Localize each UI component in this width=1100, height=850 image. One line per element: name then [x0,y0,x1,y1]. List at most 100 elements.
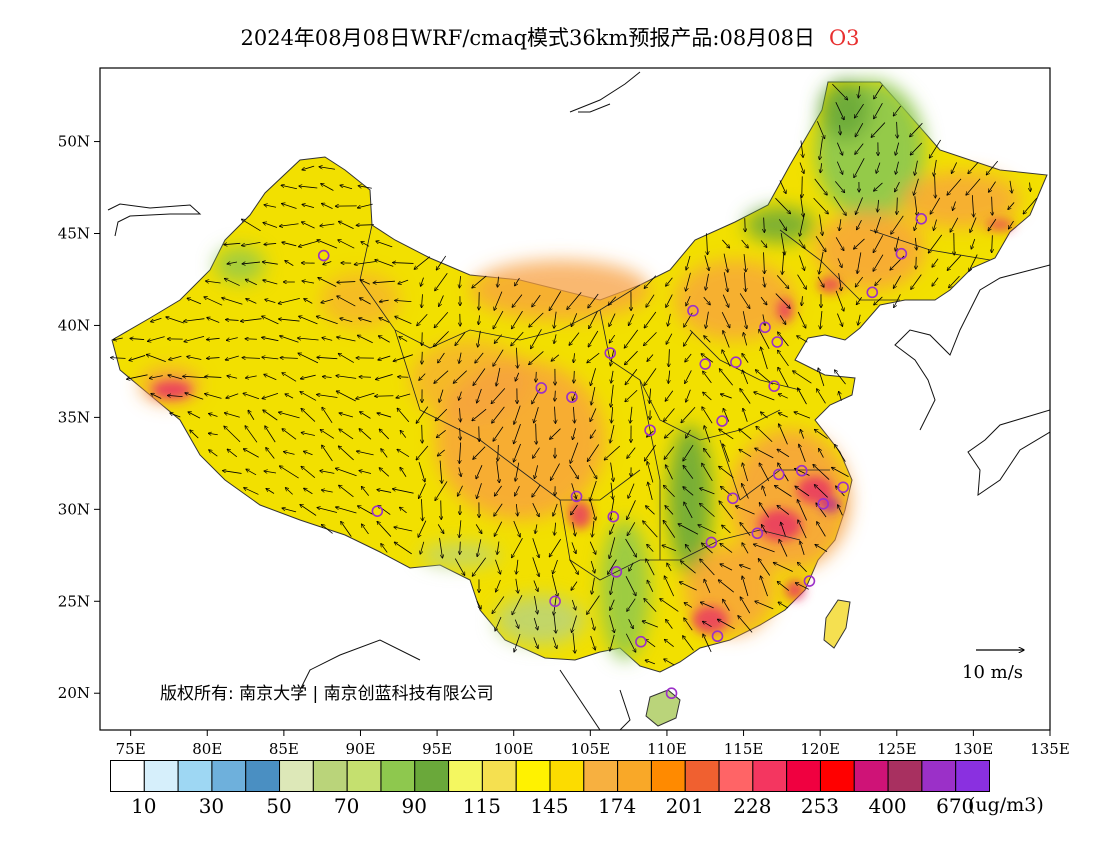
wind-vector [399,507,407,514]
wind-vector [704,426,711,443]
wind-vector [817,276,824,288]
wind-vector [297,338,319,341]
wind-vector [755,601,774,610]
wind-vector [611,384,614,407]
wind-vector [588,330,599,347]
wind-vector [854,238,865,249]
wind-vector [873,254,884,272]
wind-vector [592,577,595,595]
wind-vector [897,197,898,215]
wind-vector [630,406,632,423]
wind-vector [839,219,841,231]
station-marker [570,490,583,503]
wind-vector [317,395,338,398]
wind-vector [317,240,338,249]
wind-vector [779,539,788,557]
wind-vector [797,274,807,290]
wind-vector [459,391,462,401]
wind-vector [625,576,636,596]
wind-vector [379,300,389,302]
wind-vector [895,142,900,156]
wind-vectors [110,83,1038,666]
x-tick-label: 75E [116,740,146,758]
wind-vector [303,451,313,456]
wind-vector [265,299,276,304]
wind-vector [460,427,461,440]
legend-unit: (ug/m3) [968,794,1044,816]
wind-vector [359,429,372,440]
wind-vector [701,354,714,363]
wind-vector [815,544,828,552]
wind-vector [572,521,576,536]
wind-vector [857,219,862,230]
wind-vector [554,334,556,343]
wind-vector [704,336,711,343]
wind-vector [840,125,841,135]
wind-vector [719,429,734,440]
wind-vector [242,242,261,245]
wind-vector [664,576,675,597]
wind-vector [755,448,774,459]
wind-vector [895,236,900,251]
wind-vector [608,559,617,575]
wind-vector [838,273,842,291]
wind-vector [417,314,428,325]
legend-swatch [346,760,382,792]
wind-vector [611,482,613,500]
wind-vector [492,596,505,613]
wind-vector [609,334,616,343]
wind-vector [875,278,882,285]
wind-vector [459,276,460,288]
wind-vector [399,337,408,342]
wind-vector [743,333,748,346]
wind-vector [743,408,748,422]
wind-vector [337,282,356,283]
wind-vector [147,336,165,342]
wind-vector [969,254,978,272]
wind-vector [318,277,337,287]
wind-vector [379,318,390,323]
wind-vector [815,236,826,252]
wind-vector [549,538,562,557]
wind-vector [683,636,694,651]
wind-vector [735,506,755,515]
wind-vector [1008,220,1014,229]
wind-vector [262,357,279,359]
wind-vector [871,122,886,138]
wind-vector [167,395,183,396]
wind-vector [778,394,788,399]
wind-vector [820,310,822,329]
wind-vector [681,406,696,423]
legend-swatch [819,760,855,792]
wind-vector [512,538,523,558]
wind-vector [534,406,539,423]
wind-vector [298,240,318,247]
wind-vector [972,195,973,217]
wind-vector [949,275,960,288]
wind-vector [319,167,336,170]
wind-vector [356,451,374,456]
wind-vector [422,294,423,307]
wind-vector [493,310,504,329]
wind-vector [719,466,734,479]
wind-vector [335,468,357,477]
wind-vector [777,449,790,458]
wind-vector [472,557,487,577]
wind-vector [184,318,205,322]
wind-vector [814,429,828,439]
wind-vector [858,314,861,325]
station-marker [607,510,620,523]
station-marker [768,380,780,392]
wind-vector [820,163,821,173]
wind-vector [590,480,597,501]
wind-vector [398,279,409,284]
wind-vector [262,392,279,398]
wind-vector [472,275,487,288]
wind-vector [476,465,483,479]
wind-vector [763,314,765,325]
wind-vector [739,293,750,308]
wind-vector [209,450,218,457]
station-marker [549,595,561,608]
legend-swatch [583,760,619,792]
wind-vector [245,339,257,340]
